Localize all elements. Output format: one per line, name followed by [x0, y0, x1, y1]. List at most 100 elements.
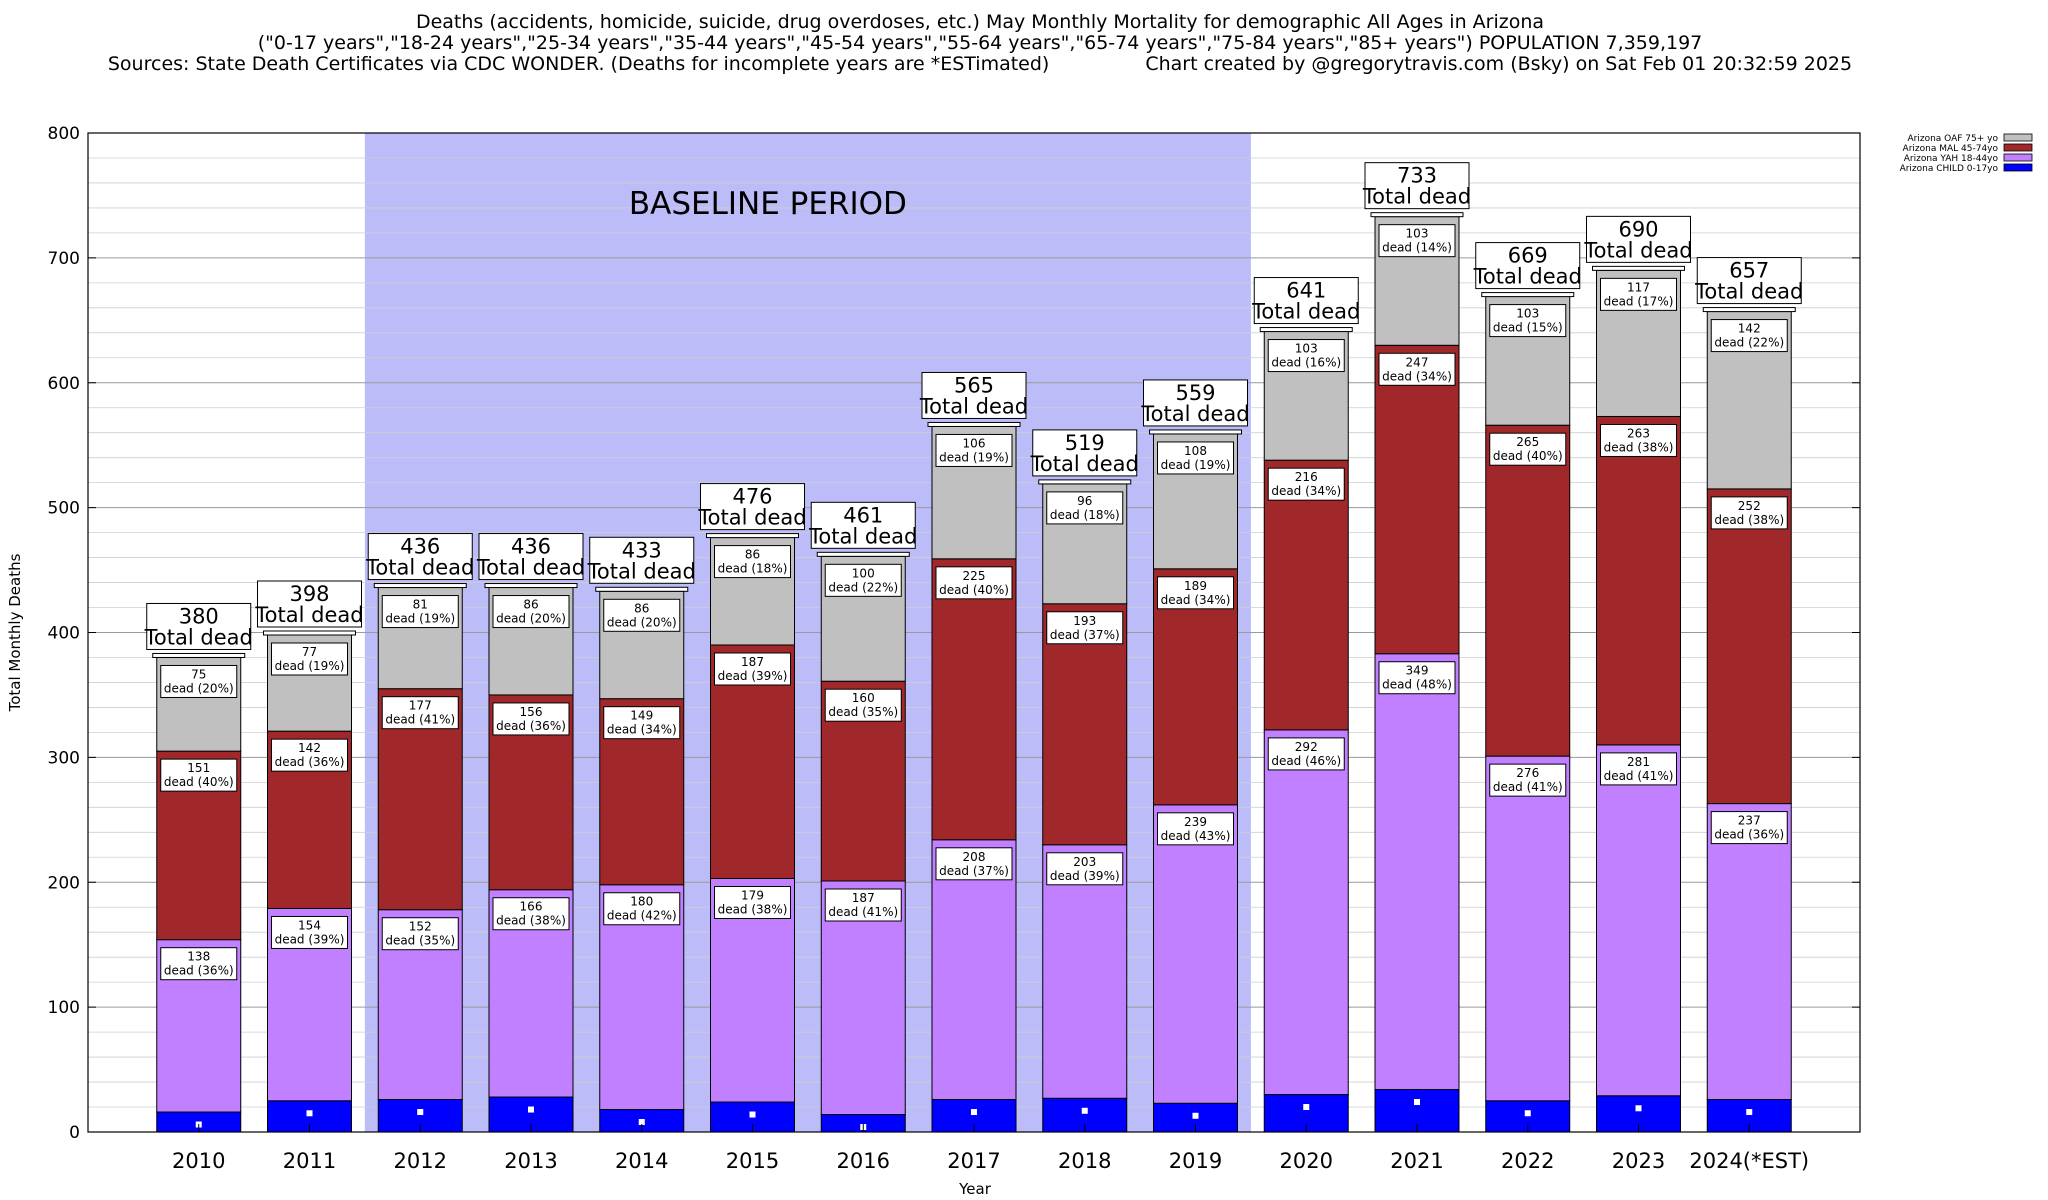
total-suffix: Total dead	[919, 394, 1028, 418]
segment-value: 239	[1184, 815, 1207, 829]
total-label-box	[921, 371, 1027, 419]
segment-label-box	[381, 917, 459, 951]
total-label-box	[1253, 277, 1359, 325]
bar-segment	[1596, 744, 1681, 1097]
segment-percent: dead (41%)	[1493, 780, 1563, 794]
segment-label-box	[1267, 467, 1345, 501]
segment-label-box	[381, 696, 459, 730]
segment-label-box	[603, 706, 681, 740]
total-suffix: Total dead	[1473, 265, 1582, 289]
child-value-marker	[1524, 1110, 1531, 1117]
x-tick-label: 2021	[1390, 1149, 1443, 1173]
total-value: 519	[1065, 431, 1105, 455]
bar-segment	[1706, 803, 1792, 1101]
segment-label-box	[492, 897, 570, 931]
segment-value: 86	[634, 601, 649, 615]
total-suffix: Total dead	[365, 556, 474, 580]
x-tick-label: 2016	[837, 1149, 890, 1173]
total-value: 433	[622, 538, 662, 562]
segment-label-box	[935, 433, 1013, 467]
segment-percent: dead (38%)	[1714, 513, 1784, 527]
segment-label-box	[160, 947, 238, 981]
segment-value: 292	[1295, 740, 1318, 754]
segment-percent: dead (38%)	[1604, 440, 1674, 454]
x-tick-label: 2012	[394, 1149, 447, 1173]
bar-top-cap	[1702, 307, 1796, 313]
y-tick-label: 300	[48, 748, 80, 768]
total-suffix: Total dead	[1362, 185, 1471, 209]
bar-top-cap	[1259, 327, 1353, 333]
total-value: 641	[1286, 279, 1326, 303]
plot-frame	[87, 132, 1861, 1133]
segment-label-box	[935, 847, 1013, 881]
total-value: 559	[1175, 381, 1215, 405]
segment-label-box	[1600, 752, 1677, 786]
segment-label-box	[1046, 491, 1124, 525]
bar-segment	[1374, 653, 1460, 1091]
segment-value: 193	[1073, 614, 1096, 628]
segment-label-box	[1378, 352, 1456, 386]
segment-percent: dead (37%)	[1050, 628, 1120, 642]
total-value: 398	[289, 582, 329, 606]
segment-label-box	[714, 886, 791, 920]
segment-label-box	[1378, 224, 1456, 258]
segment-value: 247	[1406, 355, 1429, 369]
segment-value: 142	[1738, 322, 1761, 336]
bar-segment	[1263, 729, 1349, 1096]
total-suffix: Total dead	[808, 524, 917, 548]
child-value-marker	[1192, 1112, 1199, 1119]
segment-label-box	[1267, 737, 1345, 771]
segment-percent: dead (34%)	[1382, 369, 1452, 383]
segment-label-box	[492, 595, 570, 629]
total-value: 669	[1508, 244, 1548, 268]
segment-percent: dead (48%)	[1382, 678, 1452, 692]
segment-percent: dead (20%)	[496, 612, 566, 626]
bar-segment	[1374, 344, 1460, 655]
segment-value: 208	[963, 850, 986, 864]
segment-percent: dead (34%)	[1271, 484, 1341, 498]
segment-value: 203	[1073, 855, 1096, 869]
chart-subtitle: ("0-17 years","18-24 years","25-34 years…	[257, 32, 1703, 54]
segment-percent: dead (36%)	[1714, 828, 1784, 842]
segment-percent: dead (19%)	[275, 659, 345, 673]
segment-label-box	[271, 915, 348, 949]
segment-percent: dead (16%)	[1271, 356, 1341, 370]
y-tick-label: 700	[48, 249, 80, 269]
child-value-marker	[1081, 1107, 1088, 1114]
x-tick-label: 2013	[504, 1149, 557, 1173]
segment-percent: dead (40%)	[164, 775, 234, 789]
segment-value: 180	[630, 895, 653, 909]
legend-label: Arizona CHILD 0-17yo	[1900, 164, 1999, 174]
segment-percent: dead (18%)	[1050, 508, 1120, 522]
segment-value: 216	[1295, 470, 1318, 484]
source-line: Sources: State Death Certificates via CD…	[0, 54, 1960, 75]
total-suffix: Total dead	[476, 556, 585, 580]
total-label-box	[257, 580, 362, 628]
segment-value: 187	[852, 891, 875, 905]
segment-value: 177	[409, 699, 432, 713]
chart-header: Deaths (accidents, homicide, suicide, dr…	[0, 12, 1960, 75]
legend-label: Arizona OAF 75+ yo	[1908, 134, 1999, 144]
segment-value: 281	[1627, 755, 1650, 769]
x-axis-label: Year	[958, 1180, 992, 1198]
segment-label-box	[714, 652, 791, 686]
segment-percent: dead (41%)	[1604, 769, 1674, 783]
segment-value: 152	[409, 920, 432, 934]
segment-value: 81	[413, 598, 428, 612]
